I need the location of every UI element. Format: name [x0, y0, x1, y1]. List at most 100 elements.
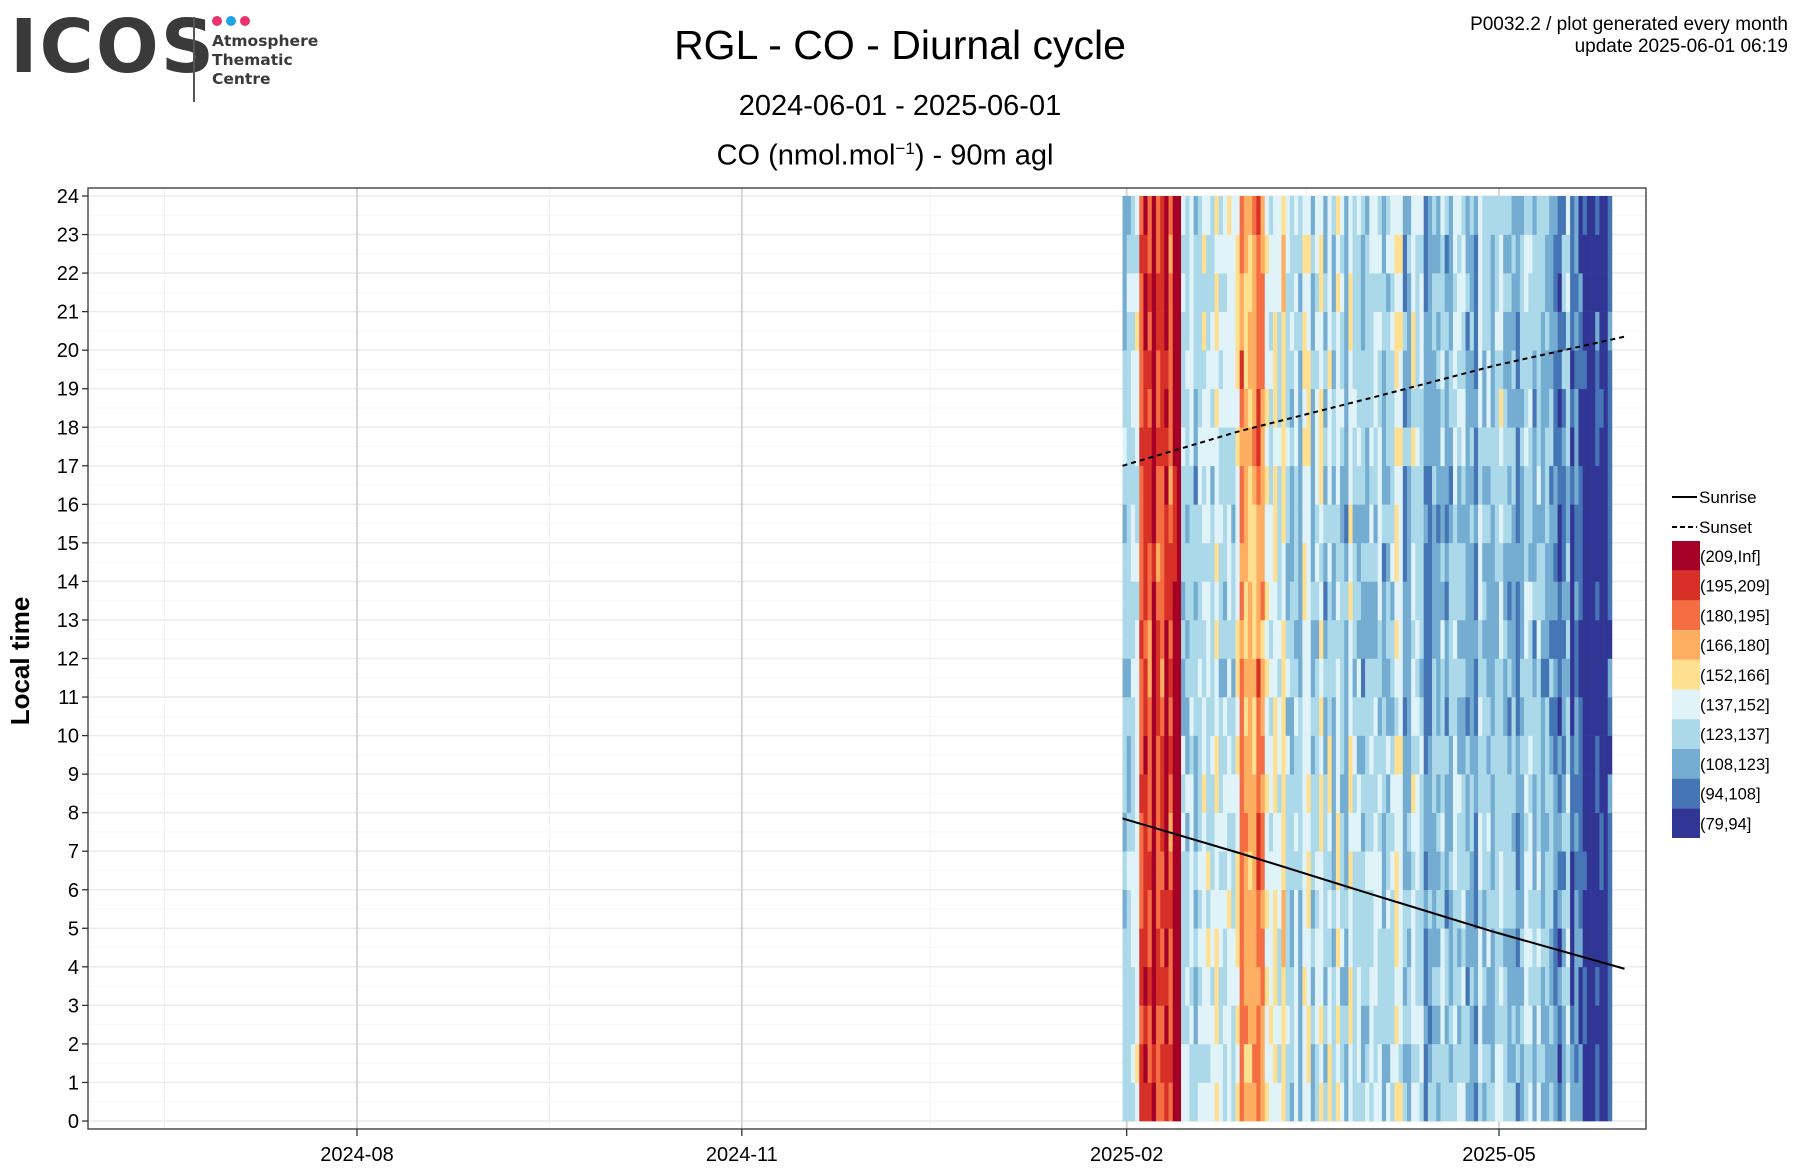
heatmap-cell	[1390, 697, 1395, 736]
heatmap-cell	[1214, 966, 1220, 1006]
heatmap-cell	[1365, 658, 1370, 698]
heatmap-cell	[1540, 542, 1546, 582]
heatmap-cell	[1369, 619, 1374, 659]
heatmap-cell	[1130, 273, 1136, 312]
heatmap-cell	[1398, 1043, 1404, 1083]
heatmap-cell	[1444, 465, 1450, 505]
heatmap-cell	[1310, 465, 1316, 505]
heatmap-cell	[1457, 619, 1462, 659]
heatmap-cell	[1373, 966, 1378, 1006]
heatmap-cell	[1419, 966, 1425, 1006]
heatmap-cell	[1197, 234, 1203, 274]
heatmap-cell	[1335, 273, 1341, 312]
heatmap-cell	[1461, 1005, 1466, 1045]
heatmap-cell	[1440, 889, 1445, 929]
heatmap-cell	[1193, 774, 1199, 813]
heatmap-cell	[1273, 1082, 1278, 1122]
heatmap-cell	[1160, 697, 1165, 736]
heatmap-cell	[1390, 465, 1395, 505]
heatmap-cell	[1515, 1082, 1521, 1122]
heatmap-cell	[1160, 889, 1165, 929]
heatmap-cell	[1285, 196, 1291, 235]
heatmap-cell	[1147, 851, 1153, 891]
heatmap-cell	[1432, 196, 1437, 235]
heatmap-cell	[1528, 196, 1533, 235]
heatmap-cell	[1277, 889, 1282, 929]
heatmap-cell	[1314, 1005, 1320, 1045]
heatmap-cell	[1511, 966, 1517, 1006]
heatmap-cell	[1528, 311, 1533, 351]
heatmap-cell	[1415, 1043, 1420, 1083]
heatmap-cell	[1381, 427, 1387, 467]
heatmap-cell	[1331, 774, 1337, 813]
heatmap-cell	[1352, 388, 1358, 428]
heatmap-cell	[1176, 1005, 1182, 1045]
heatmap-cell	[1185, 542, 1190, 582]
heatmap-cell	[1168, 1082, 1174, 1122]
heatmap-cell	[1603, 966, 1609, 1006]
heatmap-cell	[1281, 542, 1286, 582]
heatmap-cell	[1273, 774, 1278, 813]
heatmap-cell	[1201, 350, 1207, 390]
heatmap-cell	[1360, 504, 1366, 544]
heatmap-cell	[1570, 697, 1575, 736]
heatmap-cell	[1549, 234, 1554, 274]
heatmap-cell	[1352, 658, 1358, 698]
heatmap-cell	[1147, 542, 1153, 582]
heatmap-cell	[1373, 196, 1378, 235]
heatmap-cell	[1160, 311, 1165, 351]
heatmap-cell	[1181, 658, 1186, 698]
heatmap-cell	[1515, 697, 1521, 736]
heatmap-cell	[1595, 388, 1600, 428]
heatmap-cell	[1595, 350, 1600, 390]
heatmap-cell	[1440, 851, 1445, 891]
heatmap-cell	[1532, 851, 1537, 891]
heatmap-cell	[1595, 1043, 1600, 1083]
heatmap-cell	[1306, 851, 1312, 891]
heatmap-cell	[1243, 1043, 1249, 1083]
heatmap-cell	[1390, 735, 1395, 775]
heatmap-cell	[1561, 812, 1567, 852]
logo-subtitle: Atmosphere Thematic Centre	[212, 32, 318, 89]
heatmap-cell	[1532, 273, 1537, 312]
heatmap-cell	[1356, 966, 1362, 1006]
heatmap-cell	[1306, 619, 1312, 659]
heatmap-cell	[1436, 311, 1441, 351]
y-tick-label: 21	[57, 302, 79, 324]
heatmap-cell	[1473, 812, 1479, 852]
heatmap-cell	[1415, 542, 1420, 582]
heatmap-cell	[1268, 889, 1274, 929]
heatmap-cell	[1490, 774, 1496, 813]
heatmap-cell	[1440, 465, 1445, 505]
heatmap-cell	[1411, 542, 1416, 582]
heatmap-cell	[1528, 273, 1533, 312]
heatmap-cell	[1599, 851, 1604, 891]
heatmap-cell	[1306, 542, 1312, 582]
heatmap-cell	[1473, 735, 1479, 775]
heatmap-cell	[1143, 658, 1148, 698]
heatmap-cell	[1457, 504, 1462, 544]
heatmap-cell	[1503, 1043, 1508, 1083]
heatmap-cell	[1298, 504, 1303, 544]
heatmap-cell	[1331, 311, 1337, 351]
heatmap-cell	[1377, 542, 1383, 582]
heatmap-cell	[1160, 234, 1165, 274]
heatmap-cell	[1268, 1005, 1274, 1045]
heatmap-cell	[1252, 465, 1257, 505]
heatmap-cell	[1607, 350, 1613, 390]
heatmap-cell	[1256, 350, 1261, 390]
heatmap-cell	[1565, 1043, 1571, 1083]
heatmap-cell	[1574, 812, 1579, 852]
heatmap-cell	[1126, 812, 1132, 852]
heatmap-cell	[1340, 311, 1345, 351]
heatmap-cell	[1436, 581, 1441, 621]
heatmap-cell	[1256, 427, 1261, 467]
heatmap-cell	[1545, 196, 1550, 235]
heatmap-cell	[1402, 388, 1408, 428]
heatmap-cell	[1386, 542, 1391, 582]
heatmap-cell	[1248, 889, 1253, 929]
heatmap-cell	[1499, 1043, 1504, 1083]
heatmap-cell	[1185, 658, 1190, 698]
heatmap-cell	[1298, 234, 1303, 274]
heatmap-cell	[1168, 311, 1174, 351]
